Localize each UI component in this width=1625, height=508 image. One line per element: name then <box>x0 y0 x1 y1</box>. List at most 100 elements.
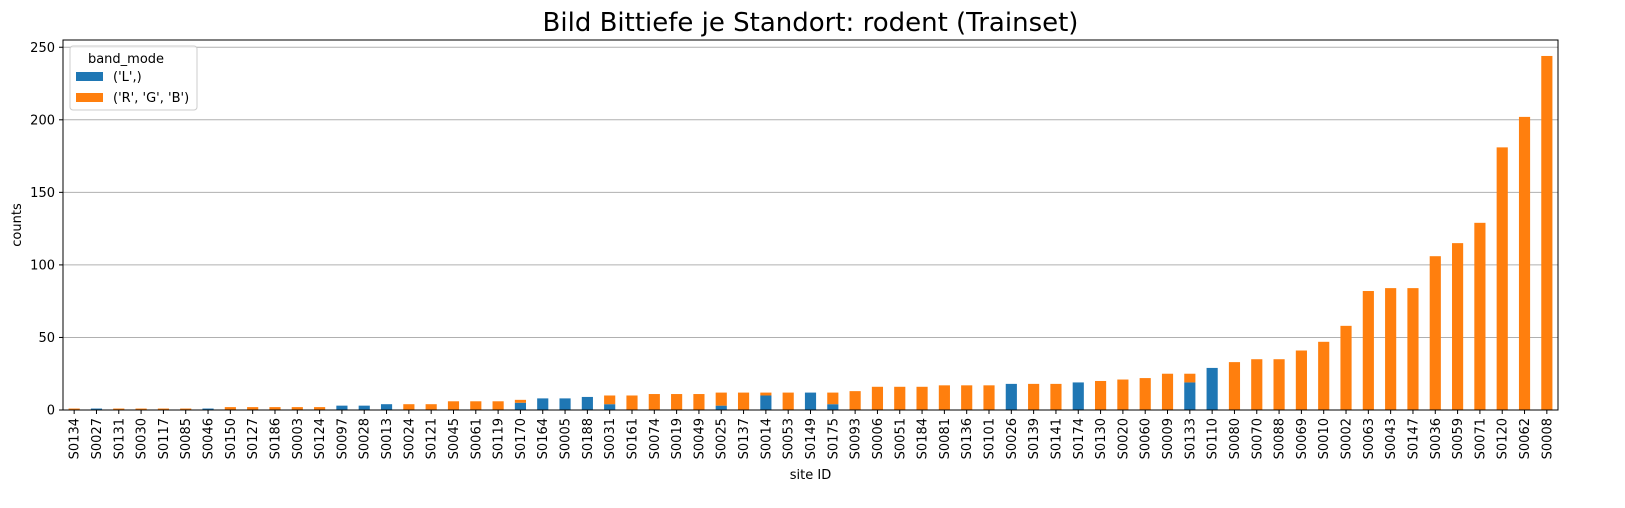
chart-title: Bild Bittiefe je Standort: rodent (Train… <box>543 8 1079 38</box>
x-tick-label: S0097 <box>335 418 350 459</box>
bar-S0130-rgb <box>1094 380 1107 410</box>
bar-S0027-l <box>90 408 103 410</box>
x-tick-label: S0010 <box>1317 418 1332 459</box>
bar-S0186-rgb <box>269 407 281 410</box>
bar-S0060-rgb <box>1139 378 1151 410</box>
bar-S0110-l <box>1206 367 1218 410</box>
bar-S0025-l <box>715 405 727 410</box>
x-tick-label: S0046 <box>202 418 217 459</box>
bar-S0025-rgb <box>715 392 727 406</box>
bar-S0003-rgb <box>291 407 303 410</box>
x-tick-label: S0062 <box>1518 418 1533 459</box>
bar-S0164-l <box>537 398 549 410</box>
bar-S0062-rgb <box>1518 116 1531 410</box>
bar-S0097-l <box>336 405 348 410</box>
bar-S0010-rgb <box>1318 341 1330 410</box>
x-tick-label: S0049 <box>692 418 707 459</box>
x-tick-label: S0093 <box>849 418 864 459</box>
bar-S0009-rgb <box>1161 373 1174 410</box>
bar-S0020-rgb <box>1117 379 1129 410</box>
bar-S0117-rgb <box>157 408 169 410</box>
bar-S0141-rgb <box>1050 383 1062 410</box>
bar-S0175-l <box>827 404 839 410</box>
y-axis-label: counts <box>10 203 25 247</box>
x-tick-label: S0133 <box>1183 418 1198 459</box>
x-axis-label: site ID <box>790 468 831 483</box>
x-tick-label: S0137 <box>737 418 752 459</box>
x-tick-label: S0134 <box>68 418 83 459</box>
bar-S0046-l <box>202 408 214 410</box>
x-tick-label: S0026 <box>1005 418 1020 459</box>
x-tick-label: S0184 <box>916 418 931 459</box>
legend-label-l: ('L',) <box>113 70 142 85</box>
y-tick-label: 200 <box>30 113 55 128</box>
bar-S0049-rgb <box>693 394 705 410</box>
bar-S0184-rgb <box>916 386 928 410</box>
x-tick-label: S0014 <box>759 418 774 459</box>
bar-S0174-l <box>1072 382 1084 410</box>
bar-S0080-rgb <box>1228 362 1241 410</box>
x-tick-label: S0063 <box>1362 418 1377 459</box>
x-tick-label: S0025 <box>715 418 730 459</box>
bar-S0081-rgb <box>938 385 950 410</box>
bar-S0031-rgb <box>604 395 616 405</box>
x-tick-label: S0101 <box>983 418 998 459</box>
bar-S0008-rgb <box>1541 55 1553 410</box>
bar-S0053-rgb <box>782 392 794 410</box>
bar-S0026-l <box>1005 383 1017 410</box>
legend-swatch-rgb <box>76 93 103 102</box>
x-tick-label: S0019 <box>670 418 685 459</box>
x-tick-label: S0031 <box>603 418 618 459</box>
bar-S0051-rgb <box>894 386 906 410</box>
bar-S0124-rgb <box>314 407 326 410</box>
bar-S0161-rgb <box>626 395 638 410</box>
bar-S0139-rgb <box>1028 383 1040 410</box>
x-tick-label: S0027 <box>90 418 105 459</box>
bar-S0005-l <box>559 398 571 410</box>
bar-S0133-rgb <box>1184 373 1196 383</box>
bar-S0069-rgb <box>1295 350 1307 410</box>
bar-S0019-rgb <box>671 394 683 410</box>
bar-S0036-rgb <box>1429 256 1441 410</box>
x-tick-label: S0127 <box>246 418 261 459</box>
x-tick-label: S0150 <box>224 418 239 459</box>
x-tick-label: S0121 <box>425 418 440 459</box>
x-tick-label: S0164 <box>536 418 551 459</box>
x-tick-label: S0186 <box>268 418 283 459</box>
bar-S0014-l <box>760 395 772 410</box>
legend-swatch-l <box>76 72 103 81</box>
bar-S0119-rgb <box>492 401 504 410</box>
x-tick-label: S0036 <box>1429 418 1444 459</box>
x-tick-label: S0080 <box>1228 418 1243 459</box>
bar-S0014-rgb <box>760 392 772 396</box>
x-tick-label: S0124 <box>313 418 328 459</box>
x-tick-label: S0131 <box>112 418 127 459</box>
bar-S0085-rgb <box>180 408 192 410</box>
x-tick-label: S0110 <box>1206 418 1221 459</box>
bar-S0150-rgb <box>224 407 236 410</box>
bar-S0074-rgb <box>648 394 660 410</box>
bars <box>68 55 1553 410</box>
bar-S0120-rgb <box>1496 147 1508 410</box>
x-tick-label: S0088 <box>1273 418 1288 459</box>
y-tick-label: 100 <box>30 258 55 273</box>
bar-S0170-rgb <box>514 399 527 403</box>
bar-S0070-rgb <box>1251 359 1263 410</box>
x-tick-label: S0003 <box>291 418 306 459</box>
x-tick-label: S0149 <box>804 418 819 459</box>
x-tick-label: S0074 <box>648 418 663 459</box>
x-tick-label: S0070 <box>1250 418 1265 459</box>
bar-S0133-l <box>1184 382 1196 410</box>
x-tick-label: S0174 <box>1072 418 1087 459</box>
bar-S0045-rgb <box>447 401 460 410</box>
x-tick-label: S0081 <box>938 418 953 459</box>
y-tick-label: 250 <box>30 41 55 56</box>
axes: 0 50 100 150 200 250 S0134 S0027 S0131 S0030 S0117… <box>30 39 1559 459</box>
bar-S0059-rgb <box>1452 243 1464 410</box>
bar-S0061-rgb <box>470 401 482 410</box>
gridlines <box>63 46 1558 411</box>
bar-S0013-l <box>380 404 393 410</box>
bar-S0175-rgb <box>827 392 839 405</box>
x-tick-label: S0043 <box>1384 418 1399 459</box>
